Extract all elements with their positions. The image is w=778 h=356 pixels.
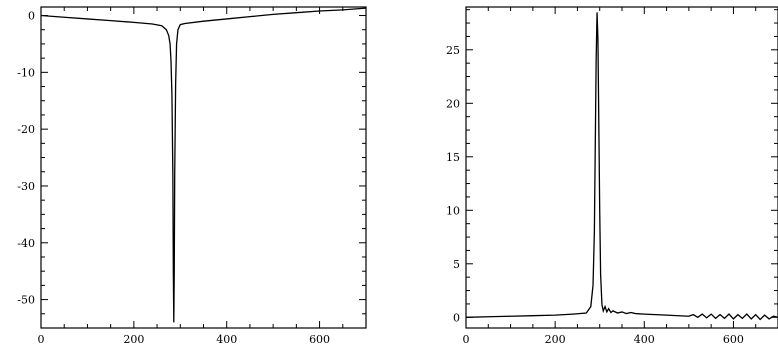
x-tick-label: 600	[309, 333, 330, 346]
y-tick-label: 25	[446, 44, 460, 57]
y-tick-label: 10	[446, 204, 460, 217]
y-tick-label: 15	[446, 151, 460, 164]
x-tick-label: 600	[723, 333, 744, 346]
left-chart: 0 200 400 600 0 -10 -20 -30 -40 -50	[17, 6, 367, 346]
x-tick-label: 0	[463, 333, 470, 346]
series-line	[466, 12, 778, 321]
y-tick-label: 20	[446, 97, 460, 110]
y-tick-label: 5	[453, 258, 460, 271]
x-tick-label: 400	[634, 333, 655, 346]
series-line	[41, 7, 366, 323]
x-tick-label: 400	[216, 333, 237, 346]
right-chart: 0 200 400 600 0 5 10 15 20 25	[446, 6, 778, 346]
x-tick-label: 200	[123, 333, 144, 346]
plot-frame	[40, 6, 367, 329]
y-tick-label: 0	[453, 311, 460, 324]
y-tick-label: -40	[17, 237, 35, 250]
y-tick-label: -50	[17, 294, 35, 307]
x-tick-label: 200	[545, 333, 566, 346]
plot-frame	[465, 6, 778, 329]
y-tick-label: -30	[17, 180, 35, 193]
y-tick-label: 0	[28, 10, 35, 23]
y-tick-label: -10	[17, 66, 35, 79]
x-tick-label: 0	[38, 333, 45, 346]
y-tick-label: -20	[17, 123, 35, 136]
